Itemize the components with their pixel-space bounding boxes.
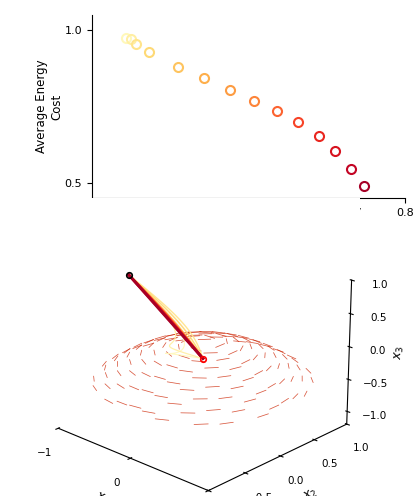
Y-axis label: $x_2$: $x_2$ — [301, 487, 320, 496]
X-axis label: $x_1$: $x_1$ — [93, 490, 111, 496]
Y-axis label: Average Energy
Cost: Average Energy Cost — [35, 60, 63, 153]
X-axis label: Average Time Cost: Average Time Cost — [193, 224, 304, 237]
